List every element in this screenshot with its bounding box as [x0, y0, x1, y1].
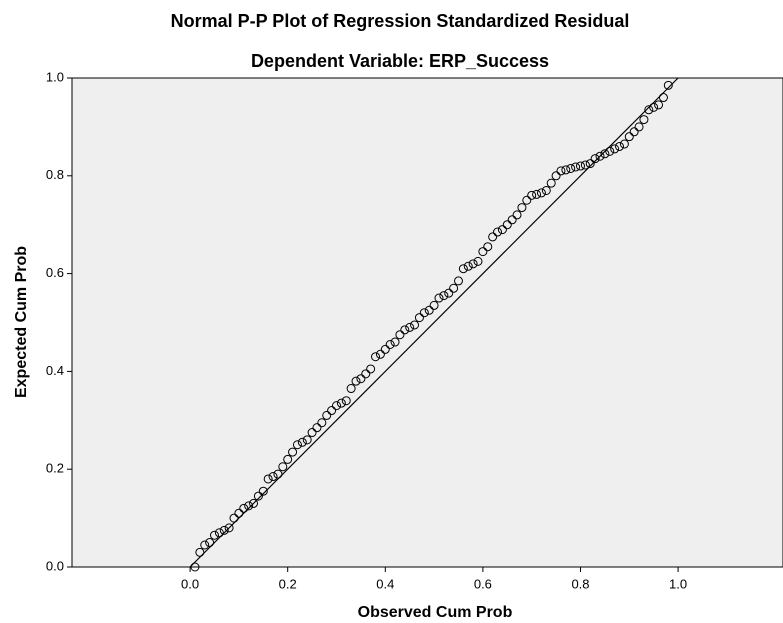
plot-area [72, 78, 783, 567]
y-tick-label: 0.8 [46, 167, 64, 182]
y-tick-label: 0.2 [46, 461, 64, 476]
chart-title: Normal P-P Plot of Regression Standardiz… [171, 11, 630, 31]
x-tick-label: 0.8 [571, 576, 589, 591]
y-axis-title: Expected Cum Prob [13, 246, 30, 398]
x-tick-label: 0.6 [474, 576, 492, 591]
y-tick-label: 0.6 [46, 265, 64, 280]
x-tick-label: 0.2 [279, 576, 297, 591]
y-tick-label: 1.0 [46, 69, 64, 84]
x-axis-title: Observed Cum Prob [358, 604, 513, 621]
x-tick-label: 0.4 [376, 576, 394, 591]
x-tick-label: 1.0 [669, 576, 687, 591]
y-tick-label: 0.0 [46, 558, 64, 573]
page: Normal P-P Plot of Regression Standardiz… [0, 0, 783, 623]
chart: Normal P-P Plot of Regression Standardiz… [0, 0, 783, 623]
x-tick-label: 0.0 [181, 576, 199, 591]
chart-subtitle: Dependent Variable: ERP_Success [251, 51, 549, 71]
y-tick-label: 0.4 [46, 363, 64, 378]
